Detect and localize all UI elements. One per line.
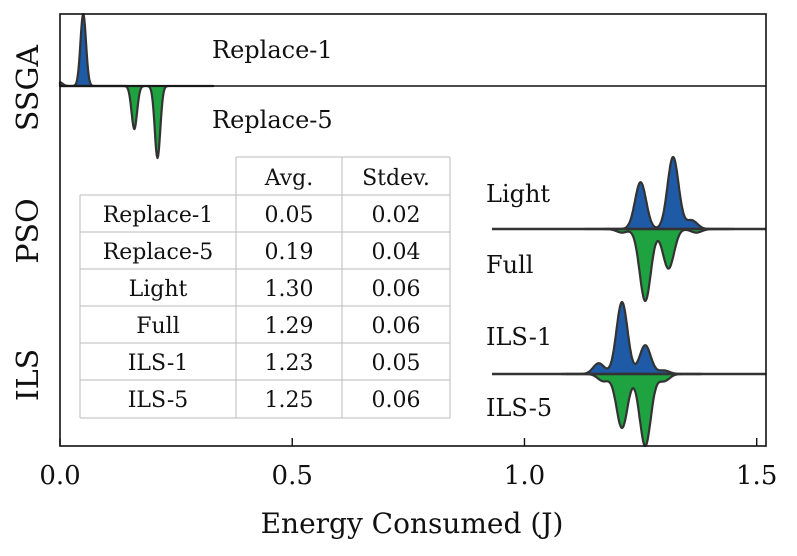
group-label-ssga: SSGA [11, 45, 46, 132]
table-header-stdev: Stdev. [362, 166, 430, 191]
x-tick-label: 0.0 [39, 461, 80, 491]
violin-full [583, 227, 735, 302]
table-cell: 0.05 [265, 203, 314, 228]
table-cell: 1.25 [265, 388, 314, 413]
violin-light [602, 155, 730, 231]
series-label-replace-5: Replace-5 [212, 106, 333, 134]
violin-ils-5 [565, 372, 703, 448]
table-cell: 0.02 [372, 203, 421, 228]
x-tick-label: 1.0 [504, 461, 545, 491]
series-label-full: Full [486, 251, 533, 279]
table-cell: ILS-1 [128, 351, 189, 376]
stats-table: Avg. Stdev. Replace-1 0.05 0.02 Replace-… [79, 156, 451, 419]
table-cell: Light [129, 277, 188, 302]
table-cell: Full [136, 314, 180, 339]
violin-ils-1 [560, 300, 703, 376]
series-label-ils-5: ILS-5 [486, 394, 552, 422]
table-cell: 1.29 [265, 314, 314, 339]
group-label-ils: ILS [11, 349, 46, 401]
table-cell: 0.04 [372, 240, 421, 265]
series-label-ils-1: ILS-1 [486, 323, 552, 351]
x-tick-label: 1.5 [736, 461, 777, 491]
table-cell: 1.23 [265, 351, 314, 376]
table-cell: 0.05 [372, 351, 421, 376]
table-header-avg: Avg. [264, 166, 314, 191]
table-cell: 0.06 [372, 277, 421, 302]
x-axis-label: Energy Consumed (J) [261, 507, 564, 540]
x-axis: 0.0 0.5 1.0 1.5 [39, 438, 777, 491]
violin-replace-5 [58, 84, 215, 160]
group-label-pso: PSO [11, 198, 46, 263]
violin-replace-1 [58, 13, 128, 88]
table-cell: Replace-5 [103, 240, 214, 265]
series-label-light: Light [486, 180, 550, 208]
table-cell: 0.19 [265, 240, 314, 265]
series-label-replace-1: Replace-1 [212, 36, 333, 64]
table-cell: 0.06 [372, 314, 421, 339]
table-cell: 0.06 [372, 388, 421, 413]
table-cell: 1.30 [265, 277, 314, 302]
plot-frame [59, 13, 767, 447]
x-tick-label: 0.5 [272, 461, 313, 491]
violin-layer [58, 13, 766, 448]
table-cell: Replace-1 [103, 203, 214, 228]
table-cell: ILS-5 [128, 388, 189, 413]
